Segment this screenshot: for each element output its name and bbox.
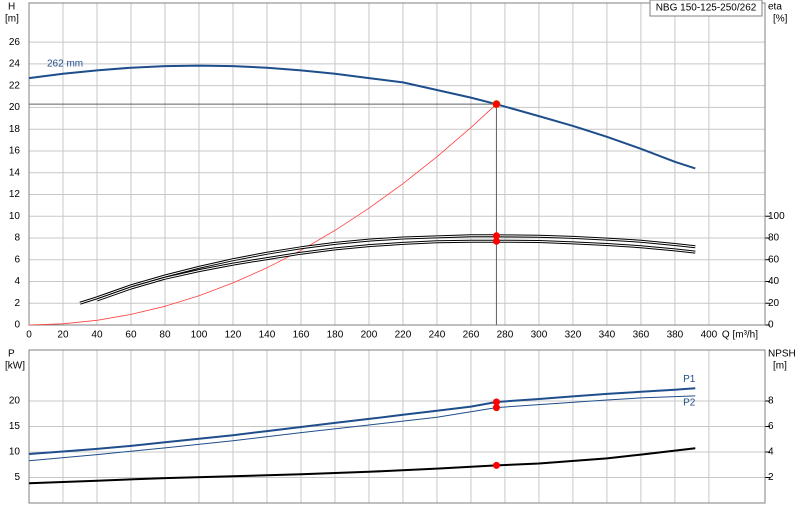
y2-tick-label: 80 <box>768 233 780 244</box>
y2-tick-label: 4 <box>768 447 774 458</box>
series-line <box>79 234 696 305</box>
x-tick-label: 0 <box>26 330 32 341</box>
y2-tick-label: 60 <box>768 254 780 265</box>
y-tick-label: 18 <box>9 124 21 135</box>
duty-point <box>492 232 500 240</box>
x-tick-label: 340 <box>599 330 616 341</box>
y-tick-label: 14 <box>9 167 21 178</box>
x-tick-label: 320 <box>565 330 582 341</box>
y-tick-label: 22 <box>9 80 21 91</box>
y2-axis-unit: [%] <box>773 14 788 25</box>
series-line <box>28 64 696 170</box>
series-line <box>28 447 696 485</box>
series-label: P2 <box>683 398 696 409</box>
series-line-core <box>96 240 696 301</box>
x-tick-label: 220 <box>395 330 412 341</box>
x-tick-label: 280 <box>497 330 514 341</box>
y2-tick-label: 20 <box>768 298 780 309</box>
x-tick-label: 380 <box>667 330 684 341</box>
x-tick-label: 240 <box>429 330 446 341</box>
plot-frame <box>28 2 766 326</box>
x-tick-label: 400 <box>701 330 718 341</box>
x-tick-label: 140 <box>259 330 276 341</box>
y2-tick-label: 0 <box>768 320 774 331</box>
y-tick-label: 6 <box>14 254 20 265</box>
y-tick-label: 10 <box>9 211 21 222</box>
y-axis-label: H <box>8 2 15 13</box>
x-tick-label: 160 <box>293 330 310 341</box>
duty-point <box>492 237 500 245</box>
series-label: 262 mm <box>47 59 83 70</box>
chart-title: NBG 150-125-250/262 <box>656 3 757 14</box>
x-tick-label: 100 <box>191 330 208 341</box>
duty-point <box>492 100 500 108</box>
x-axis-label: Q [m³/h] <box>722 330 758 341</box>
y-tick-label: 16 <box>9 146 21 157</box>
series-line <box>28 395 696 462</box>
y2-axis-label: NPSH <box>768 349 796 360</box>
x-tick-label: 120 <box>225 330 242 341</box>
x-tick-label: 260 <box>463 330 480 341</box>
y-axis-label: P <box>8 349 15 360</box>
y-tick-label: 26 <box>9 37 21 48</box>
y2-tick-label: 2 <box>768 472 774 483</box>
y-tick-label: 12 <box>9 189 21 200</box>
y2-axis-unit: [m] <box>773 361 787 372</box>
y2-tick-label: 8 <box>768 396 774 407</box>
y2-tick-label: 100 <box>768 211 785 222</box>
y2-tick-label: 40 <box>768 276 780 287</box>
x-tick-label: 360 <box>633 330 650 341</box>
duty-point <box>492 404 500 412</box>
x-tick-label: 20 <box>57 330 69 341</box>
y-tick-label: 24 <box>9 59 21 70</box>
x-tick-label: 40 <box>91 330 103 341</box>
series-line <box>28 387 696 455</box>
x-tick-label: 60 <box>125 330 137 341</box>
y-tick-label: 0 <box>14 320 20 331</box>
y-tick-label: 10 <box>9 447 21 458</box>
y-axis-unit: [kW] <box>5 361 25 372</box>
y-axis-unit: [m] <box>5 14 19 25</box>
y2-tick-label: 6 <box>768 421 774 432</box>
plot-frame <box>28 349 766 504</box>
x-tick-label: 180 <box>327 330 344 341</box>
x-tick-label: 80 <box>159 330 171 341</box>
title-box <box>649 0 763 17</box>
y-tick-label: 8 <box>14 233 20 244</box>
x-tick-label: 300 <box>531 330 548 341</box>
y-tick-label: 20 <box>9 396 21 407</box>
y-tick-label: 15 <box>9 421 21 432</box>
y-tick-label: 2 <box>14 298 20 309</box>
series-line <box>28 103 497 326</box>
series-label: P1 <box>683 374 696 385</box>
y-tick-label: 4 <box>14 276 20 287</box>
series-line-core <box>79 235 696 304</box>
duty-point <box>492 398 500 406</box>
y-tick-label: 20 <box>9 102 21 113</box>
x-tick-label: 200 <box>361 330 378 341</box>
y-tick-label: 5 <box>14 472 20 483</box>
duty-point <box>492 461 500 469</box>
y2-axis-label: eta <box>768 2 782 13</box>
